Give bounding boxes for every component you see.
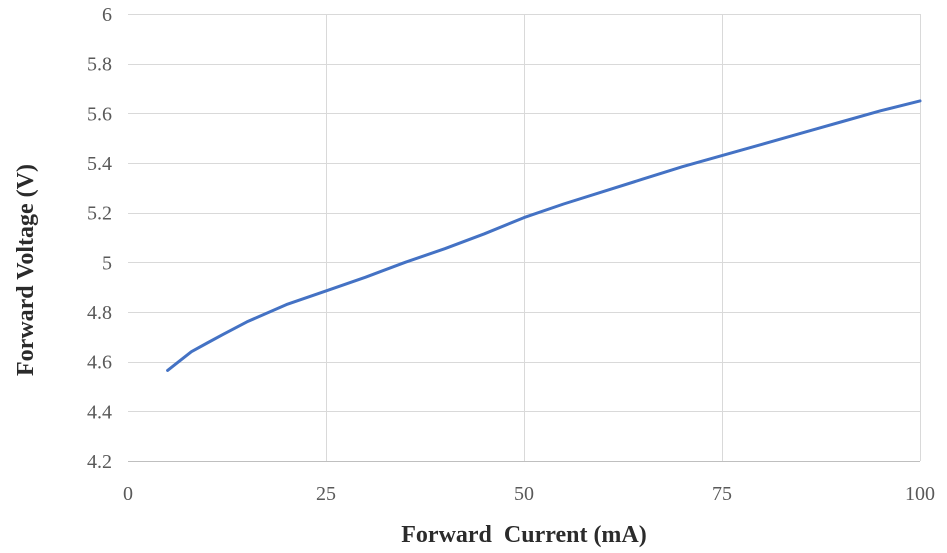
- y-tick-label: 5.4: [87, 153, 112, 175]
- x-axis-title: Forward Current (mA): [401, 522, 647, 548]
- y-tick-label: 6: [102, 4, 112, 26]
- grid: [128, 14, 921, 461]
- x-tick-label: 75: [712, 483, 732, 505]
- y-tick-label: 5: [102, 252, 112, 274]
- y-axis-title: Forward Voltage (V): [13, 164, 39, 376]
- x-tick-labels: 0 25 50 75 100: [123, 483, 935, 505]
- y-tick-label: 4.2: [87, 451, 112, 473]
- series-layer: [166, 99, 922, 372]
- y-tick-label: 5.8: [87, 54, 112, 76]
- x-tick-label: 50: [514, 483, 534, 505]
- y-tick-labels: 4.2 4.4 4.6 4.8 5 5.2 5.4 5.6 5.8 6: [87, 4, 112, 473]
- x-tick-label: 100: [905, 483, 935, 505]
- x-tick-label: 25: [316, 483, 336, 505]
- y-tick-label: 5.6: [87, 103, 112, 125]
- x-tick-label: 0: [123, 483, 133, 505]
- y-tick-label: 5.2: [87, 203, 112, 225]
- y-tick-label: 4.6: [87, 352, 112, 374]
- series-line: [166, 99, 922, 372]
- y-tick-label: 4.4: [87, 401, 112, 423]
- y-tick-label: 4.8: [87, 302, 112, 324]
